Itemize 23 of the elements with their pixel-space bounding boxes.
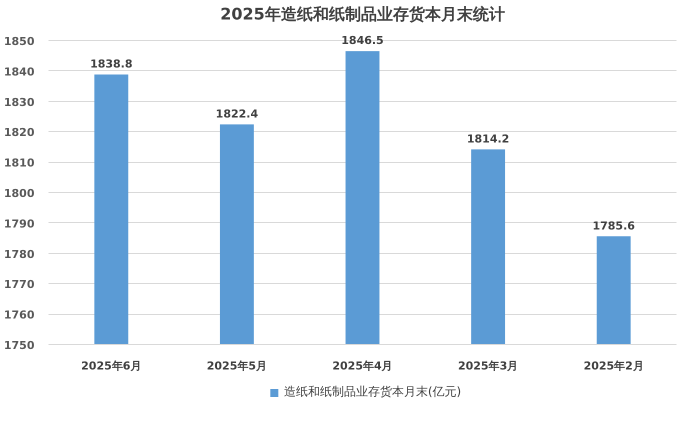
chart-title: 2025年造纸和纸制品业存货本月末统计 [220,4,505,24]
y-tick-label: 1750 [4,339,35,352]
y-tick-label: 1850 [4,35,35,48]
y-tick-label: 1820 [4,126,35,140]
data-label: 1822.4 [216,107,258,120]
legend-label: 造纸和纸制品业存货本月末(亿元) [284,384,462,400]
data-label: 1814.2 [466,132,510,146]
y-tick-label: 1840 [4,65,35,78]
data-label: 1846.5 [341,34,384,48]
x-tick-label: 2025年5月 [206,360,268,372]
x-tick-label: 2025年4月 [332,360,393,372]
x-tick-label: 2025年2月 [584,360,644,372]
data-label: 1785.6 [592,219,636,232]
y-tick-label: 1760 [4,308,35,322]
y-tick-label: 1810 [4,156,35,170]
y-tick-label: 1790 [4,217,35,230]
y-tick-label: 1830 [4,96,35,109]
y-tick-label: 1800 [4,187,35,200]
y-tick-label: 1780 [4,248,35,261]
x-tick-label: 2025年6月 [81,360,142,372]
y-tick-label: 1770 [4,278,35,292]
x-tick-label: 2025年3月 [458,360,518,372]
data-label: 1838.8 [90,58,133,71]
